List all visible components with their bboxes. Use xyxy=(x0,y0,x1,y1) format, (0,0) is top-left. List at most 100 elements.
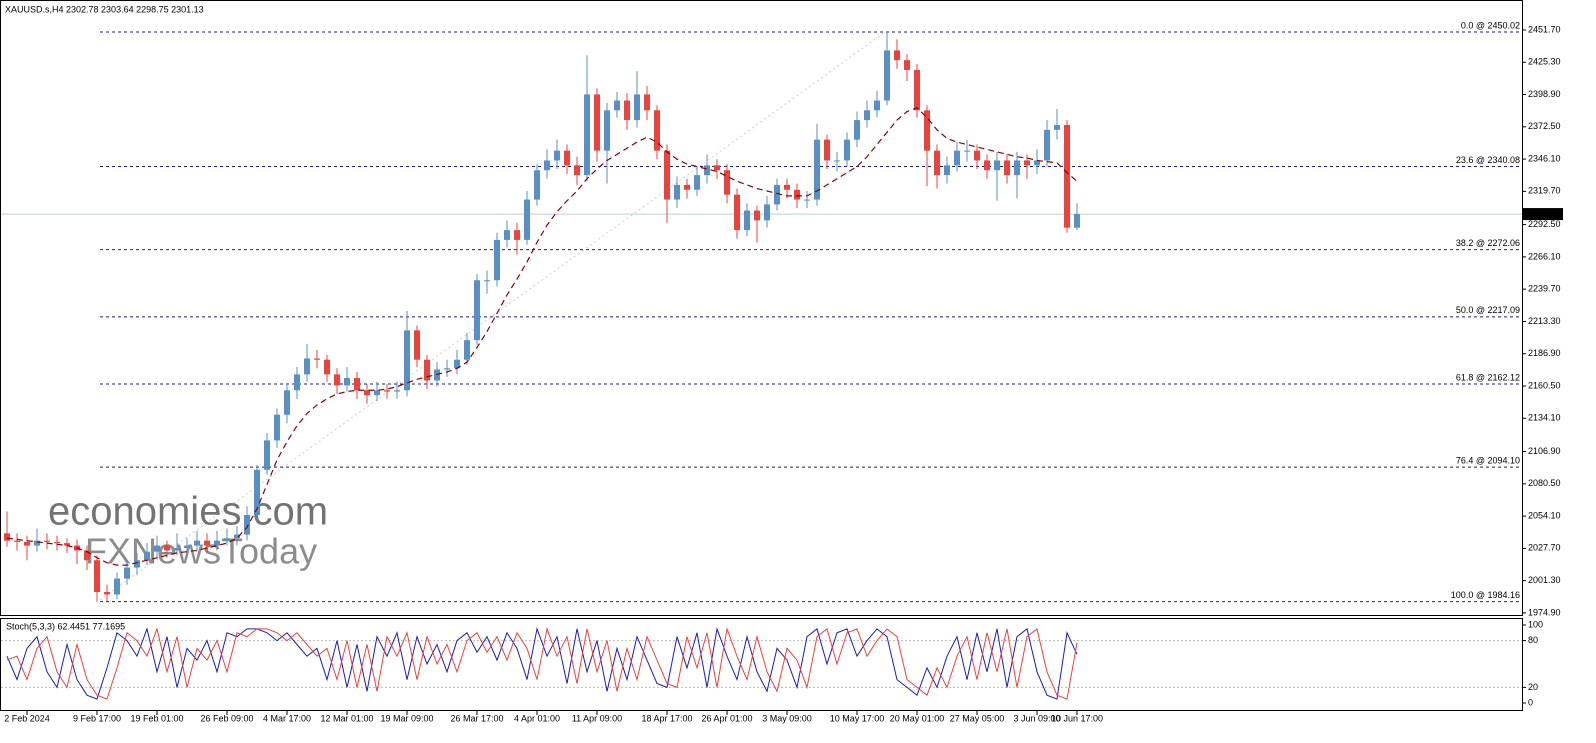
candle-body xyxy=(724,170,730,195)
y-tick-label: 80 xyxy=(1528,635,1538,645)
candle-body xyxy=(504,230,510,240)
candle-body xyxy=(574,165,580,176)
candle-body xyxy=(354,378,360,391)
candle-body xyxy=(134,560,140,568)
candle-body xyxy=(444,368,450,370)
candle-body xyxy=(794,189,800,200)
y-tick-label: 2160.50 xyxy=(1528,380,1561,390)
candle-body xyxy=(914,69,920,111)
fib-label: 100.0 @ 1984.16 xyxy=(1451,590,1520,600)
watermark: FXNewsToday xyxy=(85,531,317,572)
y-tick-label: 2292.50 xyxy=(1528,219,1561,229)
y-tick-label: 2054.10 xyxy=(1528,510,1561,520)
candle-body xyxy=(314,358,320,360)
candle-body xyxy=(94,560,100,593)
candle-body xyxy=(614,100,620,111)
y-tick-label: 2346.10 xyxy=(1528,153,1561,163)
y-tick-label: 100 xyxy=(1528,619,1543,629)
symbol-header: XAUUSD.s,H4 2302.78 2303.64 2298.75 2301… xyxy=(5,4,204,14)
candle-body xyxy=(234,534,240,539)
current-price-box xyxy=(1523,208,1563,221)
y-tick-label: 0 xyxy=(1528,697,1533,707)
candle-body xyxy=(784,184,790,190)
x-tick-label: 2 Feb 2024 xyxy=(4,713,50,723)
candle-body xyxy=(674,184,680,200)
stoch-panel xyxy=(0,618,1523,711)
x-tick-label: 27 May 05:00 xyxy=(950,713,1005,723)
candle-body xyxy=(244,514,250,535)
candle-body xyxy=(684,184,690,190)
candle-body xyxy=(84,550,90,561)
x-tick-label: 19 Mar 09:00 xyxy=(380,713,433,723)
x-tick-label: 11 Apr 09:00 xyxy=(572,713,622,723)
y-tick-label: 2080.50 xyxy=(1528,478,1561,488)
candle-body xyxy=(744,210,750,231)
fib-label: 0.0 @ 2450.02 xyxy=(1461,20,1520,30)
candle-body xyxy=(264,440,270,470)
candle-body xyxy=(754,210,760,221)
candle-body xyxy=(104,592,110,595)
candle-body xyxy=(194,540,200,546)
candle-body xyxy=(304,358,310,375)
candle-body xyxy=(984,160,990,171)
x-tick-label: 4 Apr 01:00 xyxy=(514,713,560,723)
candle-body xyxy=(154,545,160,552)
stoch-line xyxy=(6,626,1078,700)
candle-body xyxy=(294,374,300,391)
candle-body xyxy=(334,374,340,386)
candle-body xyxy=(664,150,670,200)
x-tick-label: 10 Jun 17:00 xyxy=(1051,713,1103,723)
candle-body xyxy=(324,359,330,375)
candle-body xyxy=(514,230,520,240)
candle-body xyxy=(854,120,860,140)
candle-body xyxy=(1044,129,1050,161)
candle-body xyxy=(274,414,280,441)
candle-body xyxy=(824,139,830,161)
x-tick-label: 20 May 01:00 xyxy=(890,713,945,723)
y-tick-label: 2239.70 xyxy=(1528,284,1561,294)
candle-body xyxy=(4,533,10,541)
y-tick-label: 2266.10 xyxy=(1528,251,1561,261)
fib-label: 61.8 @ 2162.12 xyxy=(1456,372,1520,382)
x-tick-label: 26 Apr 01:00 xyxy=(701,713,752,723)
candle-body xyxy=(954,150,960,166)
candle-body xyxy=(814,139,820,200)
candle-body xyxy=(644,94,650,111)
y-tick-label: 2186.90 xyxy=(1528,348,1561,358)
candle-body xyxy=(544,160,550,171)
candle-body xyxy=(884,50,890,101)
candle-body xyxy=(254,469,260,515)
y-tick-label: 2398.90 xyxy=(1528,89,1561,99)
candle-body xyxy=(1004,160,1010,176)
candle-body xyxy=(584,94,590,176)
fib-trend-line xyxy=(99,31,886,601)
candle-body xyxy=(124,567,130,579)
candle-body xyxy=(734,194,740,231)
candle-body xyxy=(714,165,720,171)
candle-body xyxy=(864,110,870,121)
candle-body xyxy=(204,540,210,546)
candle-body xyxy=(64,543,70,546)
candle-body xyxy=(34,540,40,546)
x-tick-label: 3 Jun 09:00 xyxy=(1013,713,1060,723)
candle-body xyxy=(424,359,430,381)
candle-body xyxy=(1064,124,1070,228)
y-tick-label: 2134.10 xyxy=(1528,413,1561,423)
stoch-line xyxy=(6,626,1078,700)
fib-label: 38.2 @ 2272.06 xyxy=(1456,238,1520,248)
y-tick-label: 2425.30 xyxy=(1528,57,1561,67)
candle-body xyxy=(564,150,570,166)
candle-body xyxy=(384,390,390,392)
candle-body xyxy=(394,390,400,392)
candle-body xyxy=(1074,214,1080,228)
y-tick-label: 1974.90 xyxy=(1528,607,1561,617)
candle-body xyxy=(654,110,660,151)
candle-body xyxy=(454,359,460,369)
candle-body xyxy=(174,548,180,551)
candle-body xyxy=(904,60,910,70)
y-tick-label: 2027.70 xyxy=(1528,543,1561,553)
candle-body xyxy=(594,94,600,151)
candle-body xyxy=(24,541,30,546)
candle-body xyxy=(54,541,60,544)
